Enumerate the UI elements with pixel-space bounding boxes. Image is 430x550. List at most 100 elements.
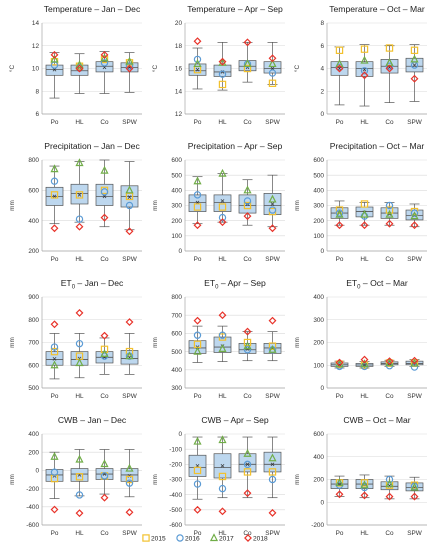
mean-marker bbox=[337, 66, 342, 71]
year-marker-2016 bbox=[218, 484, 227, 493]
year-marker-2017 bbox=[335, 478, 344, 487]
year-marker-2015 bbox=[100, 55, 109, 64]
y-axis-label: mm bbox=[152, 474, 159, 485]
year-marker-2017 bbox=[410, 482, 419, 491]
y-tick-label: 6 bbox=[320, 43, 324, 50]
legend-marker-2018 bbox=[244, 534, 252, 542]
y-tick-label: 400 bbox=[313, 454, 324, 461]
year-marker-2016 bbox=[243, 460, 252, 469]
chart-title-main: ET bbox=[61, 278, 73, 288]
y-tick-label: 200 bbox=[171, 218, 182, 225]
year-marker-2017 bbox=[75, 358, 84, 367]
year-marker-2015 bbox=[75, 191, 84, 199]
year-marker-2016 bbox=[385, 201, 394, 210]
x-tick-label: SPW bbox=[407, 256, 423, 263]
x-tick-label: SPW bbox=[407, 393, 423, 400]
year-marker-2018 bbox=[268, 224, 277, 233]
year-marker-2016 bbox=[50, 343, 59, 351]
year-marker-2017 bbox=[100, 349, 109, 357]
x-tick-label: Co bbox=[100, 256, 109, 263]
year-marker-2016 bbox=[218, 70, 227, 78]
year-marker-2015 bbox=[243, 201, 252, 210]
year-marker-2018 bbox=[410, 492, 419, 501]
y-tick-label: 4 bbox=[320, 66, 324, 73]
y-tick-label: 0 bbox=[178, 248, 182, 255]
year-marker-2017 bbox=[243, 185, 252, 194]
x-tick-label: Po bbox=[336, 393, 344, 400]
year-marker-2018 bbox=[385, 357, 394, 366]
year-marker-2016 bbox=[385, 62, 394, 70]
y-tick-label: 100 bbox=[313, 362, 324, 369]
year-marker-2017 bbox=[360, 209, 369, 218]
year-marker-2015 bbox=[268, 342, 277, 350]
y-tick-label: 12 bbox=[32, 43, 40, 50]
year-marker-2017 bbox=[50, 360, 59, 369]
chart-panel: ET0 – Jan – Dec 500 600 700 800 900 mm Po HL Co SP… bbox=[9, 278, 142, 400]
y-tick-label: 0 bbox=[320, 385, 324, 392]
year-marker-2015 bbox=[193, 203, 202, 211]
year-marker-2018 bbox=[218, 311, 227, 320]
y-tick-label: -600 bbox=[169, 522, 182, 529]
year-marker-2018 bbox=[268, 508, 277, 517]
year-marker-2018 bbox=[360, 491, 369, 500]
year-marker-2018 bbox=[410, 356, 419, 365]
y-tick-label: 12 bbox=[175, 111, 183, 118]
y-tick-label: 100 bbox=[313, 233, 324, 240]
y-tick-label: 800 bbox=[28, 317, 39, 324]
mean-marker bbox=[77, 193, 82, 197]
y-tick-label: -400 bbox=[26, 504, 39, 511]
year-marker-2016 bbox=[75, 491, 84, 499]
year-marker-2015 bbox=[243, 338, 252, 347]
year-marker-2017 bbox=[410, 211, 419, 220]
y-tick-label: 400 bbox=[171, 188, 182, 195]
y-tick-label: 300 bbox=[171, 385, 182, 392]
year-marker-2015 bbox=[385, 44, 394, 52]
y-tick-label: -400 bbox=[169, 492, 182, 499]
year-marker-2017 bbox=[360, 359, 369, 368]
year-marker-2017 bbox=[385, 209, 394, 218]
year-marker-2017 bbox=[50, 164, 59, 173]
year-marker-2018 bbox=[50, 224, 59, 233]
year-marker-2015 bbox=[243, 64, 252, 73]
chart-title: CWB – Apr – Sep bbox=[201, 415, 269, 425]
x-tick-label: SPW bbox=[122, 530, 138, 537]
y-tick-label: 20 bbox=[175, 20, 183, 27]
legend-label: 2015 bbox=[151, 536, 166, 543]
year-marker-2016 bbox=[335, 63, 344, 72]
chart-panel: ET0 – Apr – Sep 300 400 500 600 700 800 mm Po HL C… bbox=[152, 278, 285, 400]
y-tick-label: 0 bbox=[35, 468, 39, 475]
year-marker-2016 bbox=[100, 188, 109, 196]
y-tick-label: 700 bbox=[171, 312, 182, 319]
x-tick-label: Po bbox=[51, 256, 59, 263]
x-tick-label: Co bbox=[243, 119, 252, 126]
x-tick-label: SPW bbox=[265, 393, 281, 400]
x-tick-label: SPW bbox=[407, 530, 423, 537]
year-marker-2015 bbox=[218, 472, 227, 481]
year-marker-2017 bbox=[125, 351, 134, 360]
year-marker-2018 bbox=[360, 71, 369, 80]
year-marker-2016 bbox=[193, 331, 202, 339]
chart-panel: CWB – Oct – Mar -200 0 200 400 600 mm Po HL Co SPW bbox=[294, 415, 427, 537]
y-tick-label: 300 bbox=[171, 203, 182, 210]
y-tick-label: 0 bbox=[320, 248, 324, 255]
mean-marker bbox=[245, 462, 250, 467]
y-axis-label: mm bbox=[294, 200, 301, 211]
x-tick-label: Co bbox=[385, 393, 394, 400]
x-tick-label: SPW bbox=[407, 119, 423, 126]
chart-title: Precipitation – Apr – Sep bbox=[188, 141, 283, 151]
x-tick-label: SPW bbox=[122, 393, 138, 400]
year-marker-2016 bbox=[218, 331, 227, 339]
y-axis-label: mm bbox=[152, 337, 159, 348]
x-tick-label: HL bbox=[75, 393, 84, 400]
x-tick-label: HL bbox=[218, 393, 227, 400]
year-marker-2017 bbox=[193, 436, 202, 445]
chart-title-main: ET bbox=[204, 278, 216, 288]
year-marker-2017 bbox=[385, 479, 394, 488]
year-marker-2018 bbox=[268, 54, 277, 63]
chart-title: Temperature – Jan – Dec bbox=[44, 4, 141, 14]
year-marker-2017 bbox=[50, 451, 59, 460]
y-tick-label: 400 bbox=[313, 188, 324, 195]
year-marker-2018 bbox=[385, 219, 394, 228]
y-tick-label: 200 bbox=[313, 340, 324, 347]
